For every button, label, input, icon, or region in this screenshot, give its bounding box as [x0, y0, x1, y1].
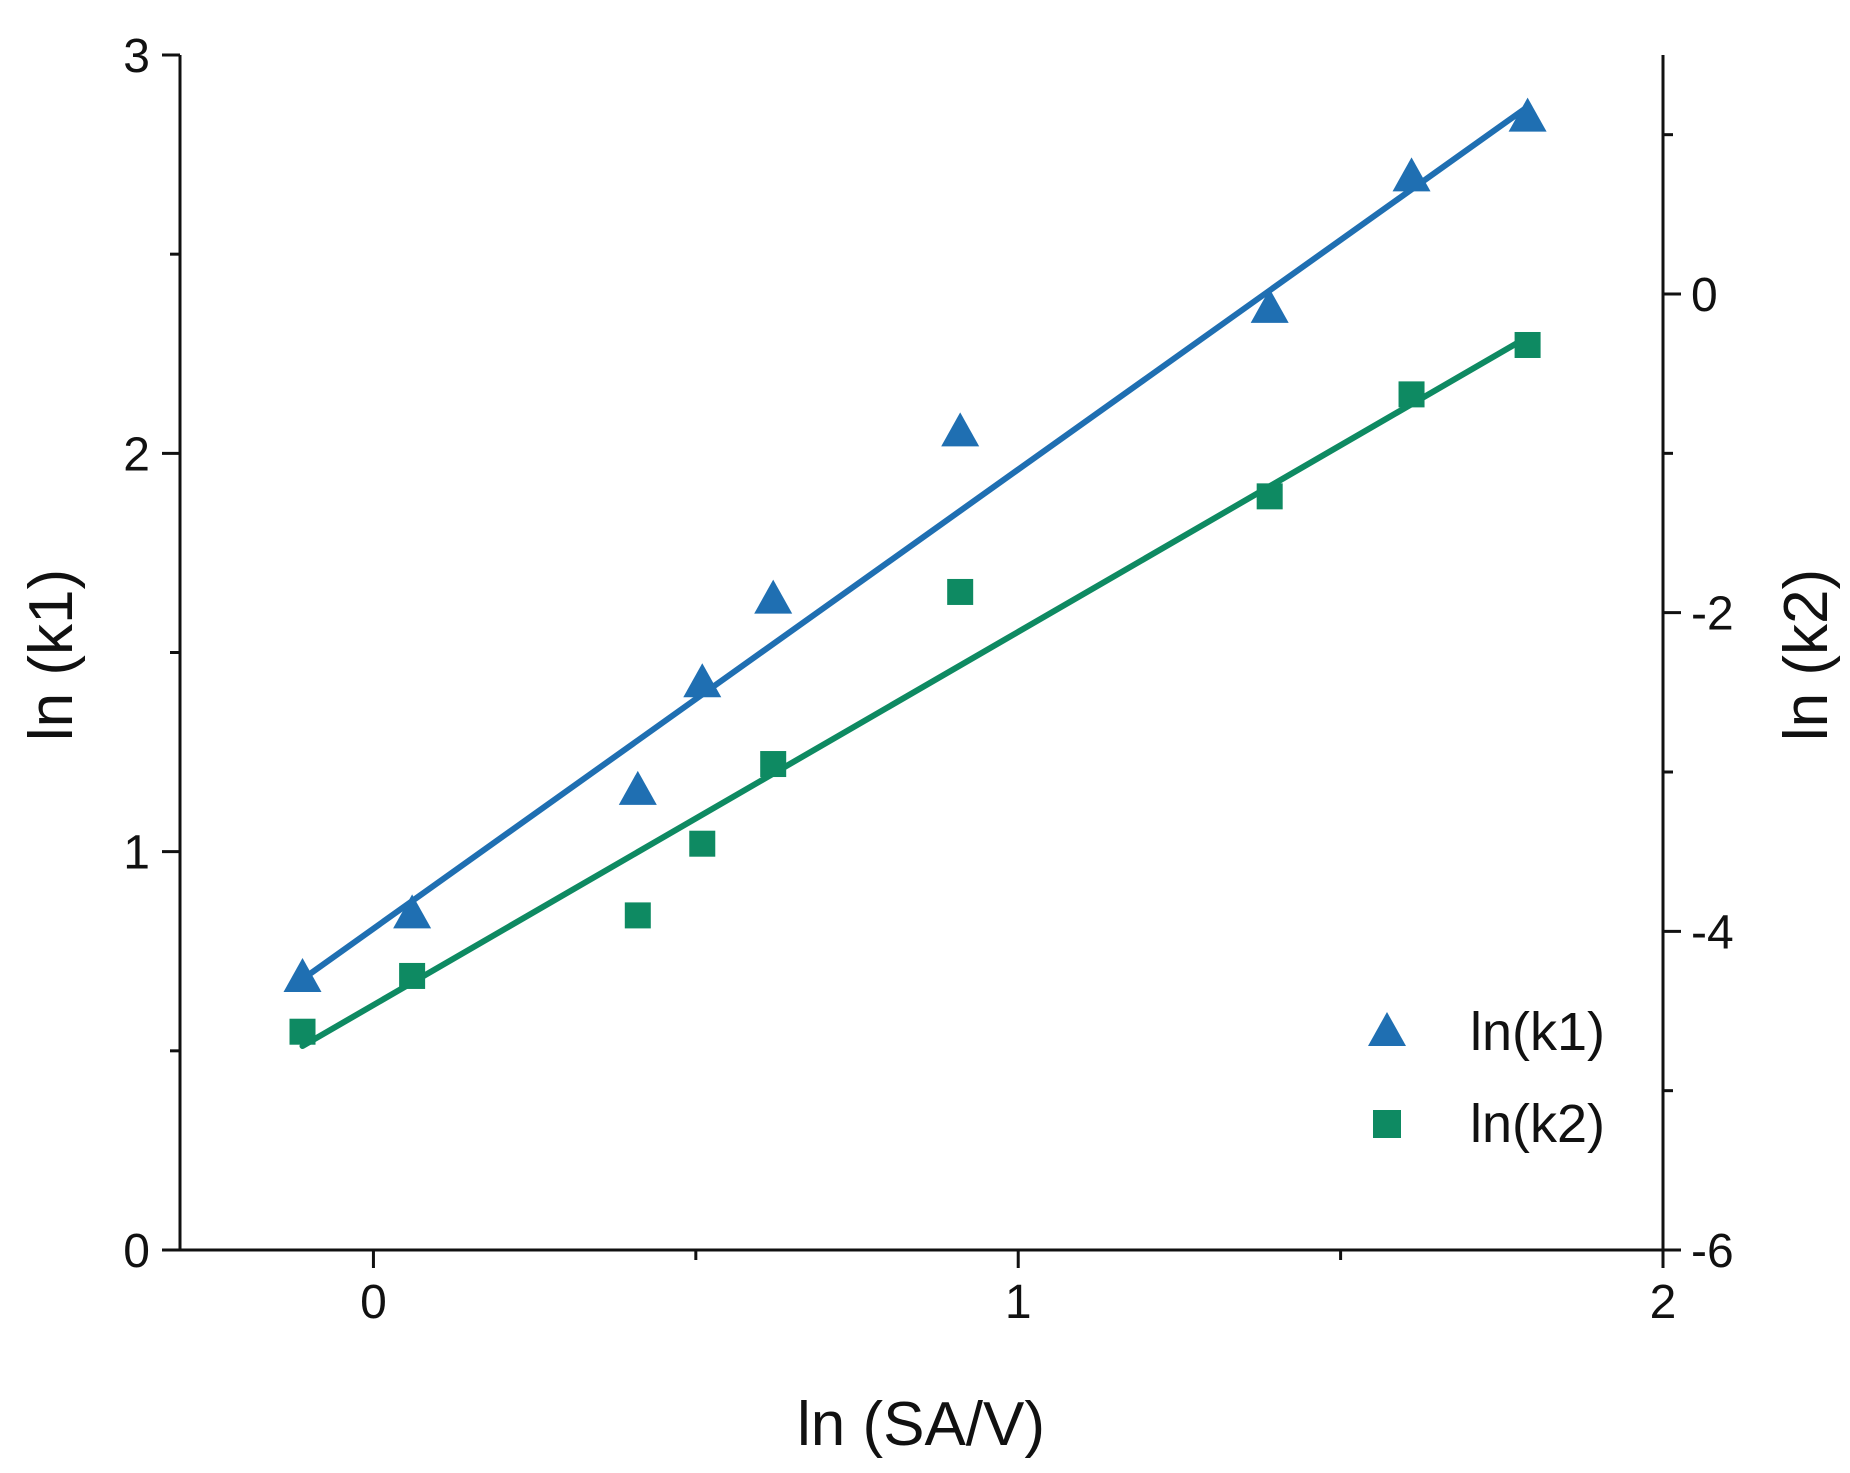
fit-lines: [299, 103, 1531, 1050]
data-point-square: [689, 830, 716, 857]
data-point-square: [399, 962, 426, 989]
ticks-layer: 0 1 2 0 1 2 3 -6 -4 -2 0: [123, 30, 1733, 1329]
y-axis-right-title: ln (k2): [1772, 569, 1841, 741]
data-point-square: [1256, 483, 1283, 510]
data-point-triangle: [1250, 288, 1289, 323]
x-tick-label: 2: [1650, 1276, 1677, 1329]
data-point-triangle: [1392, 157, 1431, 192]
data-point-square: [760, 751, 787, 778]
data-point-triangle: [618, 770, 657, 805]
y-left-tick-label: 3: [123, 30, 150, 83]
legend-label-ln-k1: ln(k1): [1470, 1002, 1605, 1062]
data-point-square: [289, 1018, 316, 1045]
data-point-square: [1398, 381, 1425, 408]
y-right-tick-label: -2: [1691, 588, 1734, 641]
y-axis-left-title: ln (k1): [17, 569, 86, 741]
data-point-square: [947, 578, 974, 605]
legend: ln(k1) ln(k2): [1368, 1002, 1605, 1154]
data-point-triangle: [1508, 97, 1547, 132]
y-left-tick-label: 0: [123, 1225, 150, 1278]
legend-marker-triangle: [1368, 1012, 1406, 1046]
legend-marker-square: [1373, 1110, 1401, 1138]
data-point-square: [1514, 331, 1541, 358]
fit-line-triangle-series: [299, 103, 1531, 983]
data-point-triangle: [941, 412, 980, 447]
plot-area: [178, 55, 1665, 1252]
data-point-triangle: [283, 958, 322, 993]
y-left-tick-label: 2: [123, 428, 150, 481]
y-left-tick-label: 1: [123, 827, 150, 880]
data-point-triangle: [754, 579, 793, 614]
x-axis-title: ln (SA/V): [797, 1390, 1045, 1459]
x-tick-label: 0: [360, 1276, 387, 1329]
legend-label-ln-k2: ln(k2): [1470, 1094, 1605, 1154]
data-point-triangle: [683, 663, 722, 698]
data-point-square: [624, 902, 651, 929]
fit-line-square-series: [299, 334, 1531, 1050]
x-tick-label: 1: [1005, 1276, 1032, 1329]
data-points: [283, 97, 1547, 1045]
data-point-triangle: [393, 894, 432, 929]
y-right-tick-label: -4: [1691, 906, 1734, 959]
y-right-tick-label: -6: [1691, 1225, 1734, 1278]
y-right-tick-label: 0: [1691, 269, 1718, 322]
